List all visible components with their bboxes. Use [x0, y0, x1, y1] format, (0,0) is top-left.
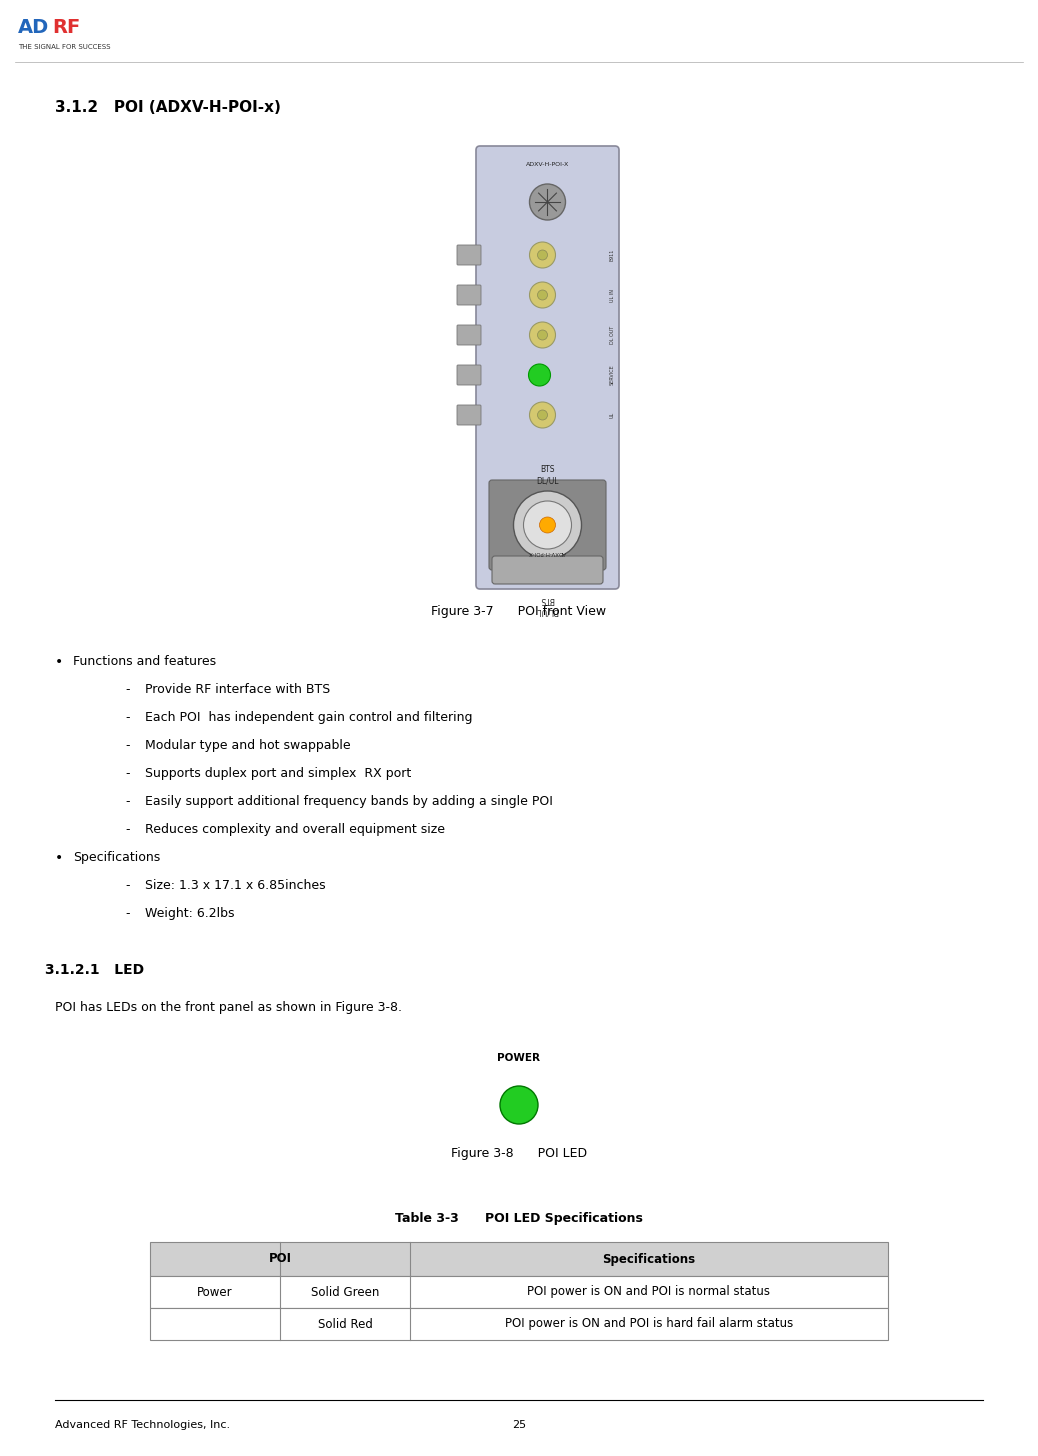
FancyBboxPatch shape	[489, 480, 606, 569]
Circle shape	[500, 1086, 538, 1124]
Circle shape	[529, 242, 555, 268]
Text: 3.1.2.1   LED: 3.1.2.1 LED	[45, 962, 144, 977]
Text: 25: 25	[512, 1420, 526, 1430]
Bar	[151, 1307, 887, 1340]
Circle shape	[538, 411, 547, 419]
Text: Supports duplex port and simplex  RX port: Supports duplex port and simplex RX port	[145, 767, 411, 780]
Text: Figure 3-8      POI LED: Figure 3-8 POI LED	[450, 1147, 588, 1160]
Text: UL IN: UL IN	[610, 288, 614, 301]
Text: Weight: 6.2lbs: Weight: 6.2lbs	[145, 907, 235, 920]
Text: -: -	[125, 823, 130, 836]
Circle shape	[538, 331, 547, 341]
Text: Modular type and hot swappable: Modular type and hot swappable	[145, 740, 351, 751]
Text: THE SIGNAL FOR SUCCESS: THE SIGNAL FOR SUCCESS	[18, 44, 110, 50]
Text: POI: POI	[269, 1252, 292, 1265]
Text: -: -	[125, 879, 130, 893]
Circle shape	[528, 364, 550, 386]
Text: POWER: POWER	[497, 1053, 541, 1063]
Text: Reduces complexity and overall equipment size: Reduces complexity and overall equipment…	[145, 823, 445, 836]
Text: -: -	[125, 907, 130, 920]
FancyBboxPatch shape	[457, 365, 481, 384]
Circle shape	[523, 501, 572, 549]
Text: Functions and features: Functions and features	[73, 655, 216, 668]
Text: Size: 1.3 x 17.1 x 6.85inches: Size: 1.3 x 17.1 x 6.85inches	[145, 879, 326, 893]
Circle shape	[540, 517, 555, 533]
Circle shape	[529, 183, 566, 220]
Text: •: •	[55, 850, 63, 865]
Text: POI power is ON and POI is normal status: POI power is ON and POI is normal status	[527, 1286, 770, 1299]
Text: DL OUT: DL OUT	[610, 326, 614, 344]
Text: -: -	[125, 795, 130, 808]
FancyBboxPatch shape	[457, 245, 481, 265]
Text: 3.1.2   POI (ADXV-H-POI-x): 3.1.2 POI (ADXV-H-POI-x)	[55, 100, 281, 115]
Text: DL/UL
BTS: DL/UL BTS	[537, 596, 558, 614]
Circle shape	[538, 290, 547, 300]
Text: ADXV-H-POI-X: ADXV-H-POI-X	[528, 550, 567, 555]
Circle shape	[514, 491, 581, 559]
Circle shape	[529, 322, 555, 348]
Text: -: -	[125, 740, 130, 751]
Text: Solid Green: Solid Green	[310, 1286, 379, 1299]
Text: Advanced RF Technologies, Inc.: Advanced RF Technologies, Inc.	[55, 1420, 230, 1430]
Text: BTS
DL/UL: BTS DL/UL	[537, 464, 558, 485]
Text: UL: UL	[610, 412, 614, 418]
FancyBboxPatch shape	[457, 325, 481, 345]
Text: -: -	[125, 683, 130, 696]
Text: Specifications: Specifications	[602, 1252, 695, 1265]
FancyBboxPatch shape	[492, 556, 603, 584]
Circle shape	[538, 250, 547, 261]
FancyBboxPatch shape	[476, 146, 619, 590]
Text: AD: AD	[18, 17, 49, 36]
FancyBboxPatch shape	[457, 285, 481, 304]
Bar	[151, 1275, 887, 1307]
Text: •: •	[55, 655, 63, 668]
Text: SERVICE: SERVICE	[610, 364, 614, 386]
Circle shape	[529, 282, 555, 309]
Text: POI has LEDs on the front panel as shown in Figure 3-8.: POI has LEDs on the front panel as shown…	[55, 1000, 402, 1013]
Text: Specifications: Specifications	[73, 850, 160, 863]
Text: POI power is ON and POI is hard fail alarm status: POI power is ON and POI is hard fail ala…	[504, 1318, 793, 1331]
Text: Each POI  has independent gain control and filtering: Each POI has independent gain control an…	[145, 711, 472, 724]
Text: Easily support additional frequency bands by adding a single POI: Easily support additional frequency band…	[145, 795, 553, 808]
Text: -: -	[125, 711, 130, 724]
Text: ADXV-H-POI-X: ADXV-H-POI-X	[526, 162, 569, 167]
Text: Figure 3-7      POI front View: Figure 3-7 POI front View	[432, 606, 606, 617]
Text: -: -	[125, 767, 130, 780]
Text: Solid Red: Solid Red	[318, 1318, 373, 1331]
Circle shape	[529, 402, 555, 428]
Text: Power: Power	[197, 1286, 233, 1299]
FancyBboxPatch shape	[457, 405, 481, 425]
Text: Table 3-3      POI LED Specifications: Table 3-3 POI LED Specifications	[395, 1211, 643, 1224]
Text: E911: E911	[610, 249, 614, 261]
Text: Provide RF interface with BTS: Provide RF interface with BTS	[145, 683, 330, 696]
Bar	[151, 1242, 887, 1275]
Text: RF: RF	[52, 17, 80, 36]
